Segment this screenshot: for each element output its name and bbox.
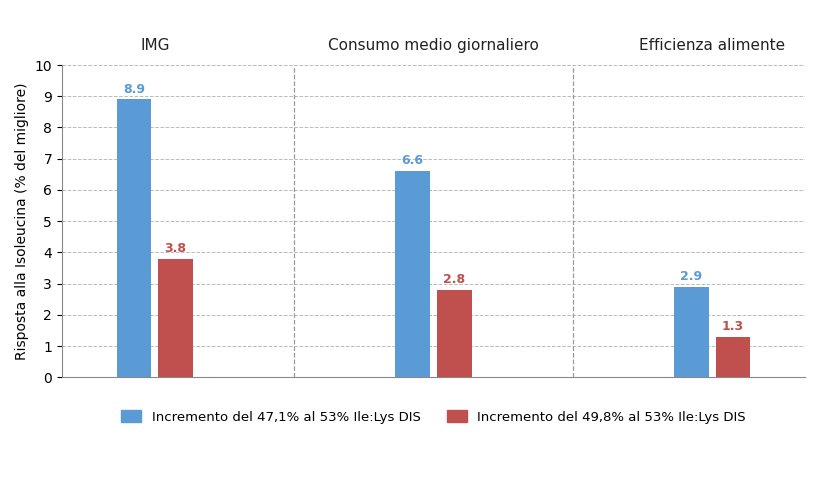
Bar [715,337,749,377]
Text: 2.9: 2.9 [680,270,702,283]
Text: 1.3: 1.3 [721,320,743,333]
Bar [116,99,152,377]
Bar [437,290,471,377]
Text: 2.8: 2.8 [442,273,464,286]
Text: Consumo medio giornaliero: Consumo medio giornaliero [328,38,538,52]
Text: Efficienza alimente: Efficienza alimente [638,38,785,52]
Bar [673,287,708,377]
Text: 3.8: 3.8 [165,242,187,255]
Text: 8.9: 8.9 [123,83,145,96]
Bar [395,171,429,377]
Legend: Incremento del 47,1% al 53% Ile:Lys DIS, Incremento del 49,8% al 53% Ile:Lys DIS: Incremento del 47,1% al 53% Ile:Lys DIS,… [121,410,744,424]
Text: IMG: IMG [140,38,170,52]
Bar [158,258,192,377]
Text: 6.6: 6.6 [401,154,423,167]
Y-axis label: Risposta alla Isoleucina (% del migliore): Risposta alla Isoleucina (% del migliore… [15,82,29,360]
